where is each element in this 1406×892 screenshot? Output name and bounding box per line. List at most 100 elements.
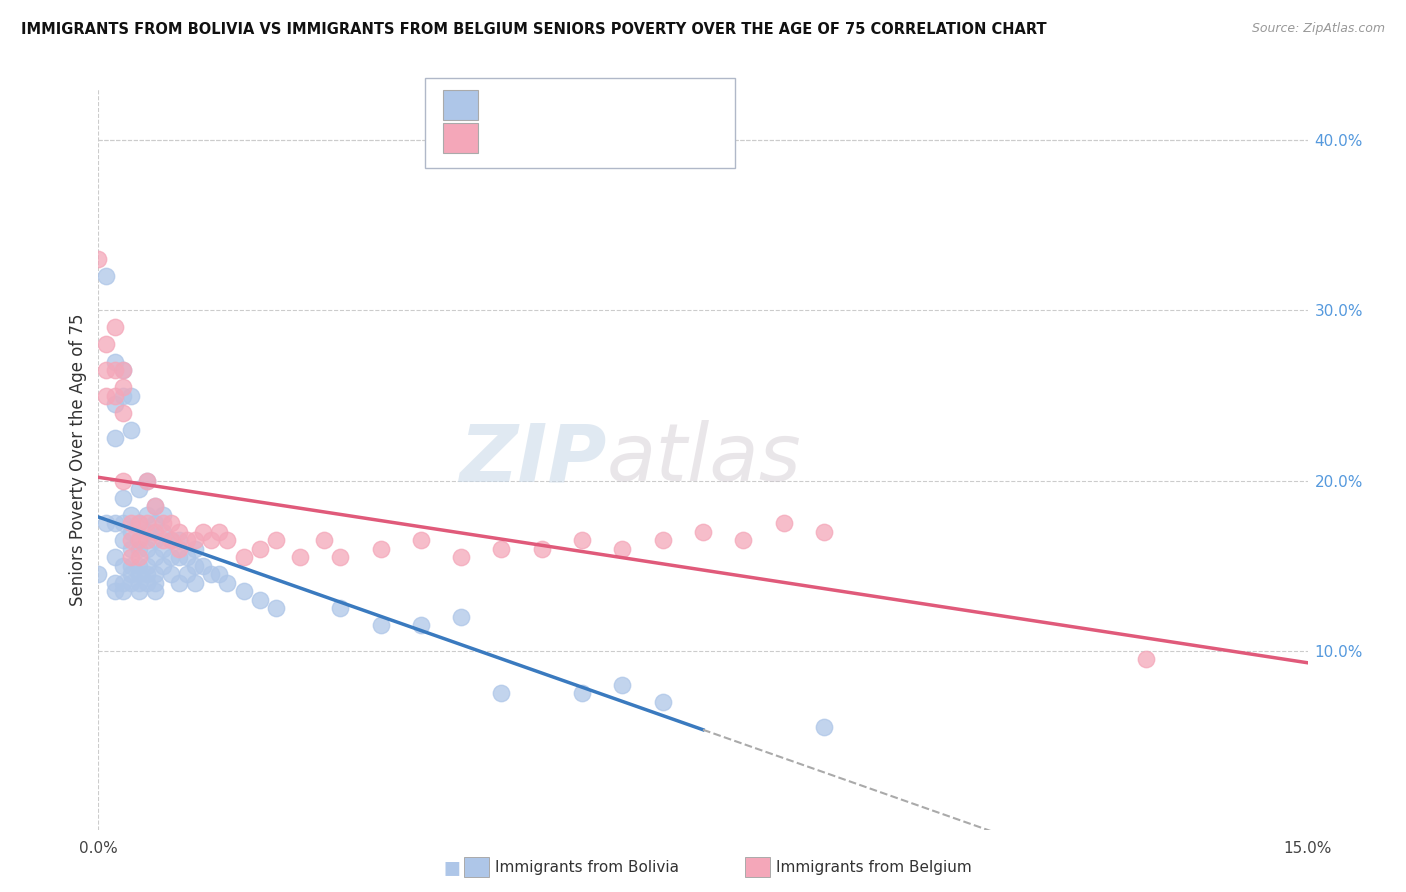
Text: IMMIGRANTS FROM BOLIVIA VS IMMIGRANTS FROM BELGIUM SENIORS POVERTY OVER THE AGE : IMMIGRANTS FROM BOLIVIA VS IMMIGRANTS FR… [21, 22, 1046, 37]
Point [120, 533, 142, 548]
Point [217, 533, 239, 548]
Point [184, 558, 207, 573]
Point [103, 388, 125, 402]
Point [1135, 652, 1157, 666]
Point [103, 431, 125, 445]
Point [167, 524, 190, 539]
Point [143, 516, 166, 531]
Point [128, 533, 150, 548]
Point [193, 524, 215, 539]
Point [120, 558, 142, 573]
Point [111, 474, 134, 488]
Point [111, 380, 134, 394]
Point [160, 550, 183, 565]
Point [111, 516, 134, 531]
Point [612, 678, 634, 692]
Point [96, 388, 118, 402]
Point [152, 558, 174, 573]
Point [232, 550, 254, 565]
Point [128, 533, 150, 548]
Point [143, 550, 166, 565]
Point [135, 575, 157, 590]
Point [571, 686, 593, 700]
Point [217, 575, 239, 590]
Point [120, 567, 142, 582]
Point [103, 575, 125, 590]
Point [152, 533, 174, 548]
Point [135, 508, 157, 522]
Point [87, 567, 110, 582]
Point [135, 541, 157, 556]
Point [176, 533, 198, 548]
Point [167, 541, 190, 556]
Point [491, 686, 513, 700]
Point [370, 541, 392, 556]
Point [409, 618, 432, 632]
Point [135, 558, 157, 573]
Point [184, 541, 207, 556]
Text: Immigrants from Bolivia: Immigrants from Bolivia [495, 860, 679, 874]
Point [128, 584, 150, 599]
Point [103, 516, 125, 531]
Point [128, 516, 150, 531]
Point [96, 363, 118, 377]
Point [128, 558, 150, 573]
Point [135, 474, 157, 488]
Point [111, 584, 134, 599]
Point [120, 388, 142, 402]
Point [264, 533, 287, 548]
Point [143, 584, 166, 599]
Point [143, 533, 166, 548]
Point [128, 550, 150, 565]
Point [135, 567, 157, 582]
Point [232, 584, 254, 599]
Text: N =: N = [562, 129, 602, 147]
Point [160, 533, 183, 548]
Point [135, 533, 157, 548]
Point [167, 533, 190, 548]
Point [571, 533, 593, 548]
Point [135, 474, 157, 488]
Point [491, 541, 513, 556]
Point [135, 516, 157, 531]
Text: R =: R = [485, 129, 523, 147]
Point [111, 575, 134, 590]
Point [103, 363, 125, 377]
Point [208, 567, 231, 582]
Point [143, 567, 166, 582]
Point [176, 550, 198, 565]
Point [329, 550, 352, 565]
Point [314, 533, 336, 548]
Point [87, 252, 110, 267]
Point [160, 533, 183, 548]
Point [103, 397, 125, 411]
Text: 54: 54 [593, 129, 617, 147]
Point [733, 533, 755, 548]
Point [288, 550, 311, 565]
Point [813, 721, 835, 735]
Point [111, 388, 134, 402]
Point [143, 499, 166, 513]
Point [120, 541, 142, 556]
Point [208, 524, 231, 539]
Text: ▪: ▪ [443, 853, 461, 881]
Point [103, 584, 125, 599]
Point [167, 575, 190, 590]
Text: 0.123: 0.123 [516, 129, 571, 147]
Point [111, 491, 134, 505]
Point [176, 567, 198, 582]
Text: ZIP: ZIP [458, 420, 606, 499]
Point [120, 550, 142, 565]
Point [152, 524, 174, 539]
Point [249, 592, 271, 607]
Point [128, 567, 150, 582]
Text: 80: 80 [593, 96, 617, 114]
Point [128, 541, 150, 556]
Point [530, 541, 553, 556]
Point [103, 320, 125, 334]
Point [96, 516, 118, 531]
Point [370, 618, 392, 632]
Point [143, 499, 166, 513]
Point [135, 524, 157, 539]
Point [160, 516, 183, 531]
